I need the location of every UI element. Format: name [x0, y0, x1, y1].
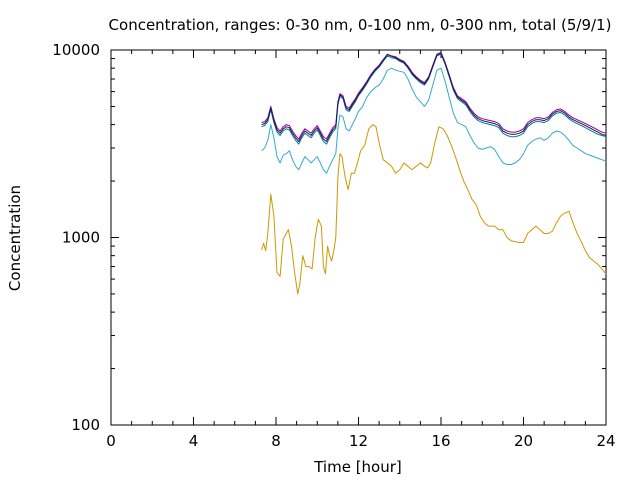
series-line-4: [261, 52, 607, 142]
series-layer: [261, 52, 607, 295]
plot-frame: [110, 49, 607, 426]
x-axis-label: Time [hour]: [313, 458, 402, 476]
y-tick-label: 1000: [62, 229, 100, 247]
y-axis-label: Concentration: [6, 185, 24, 291]
series-line-0: [261, 124, 607, 295]
series-line-2: [261, 53, 607, 145]
plot-border: [110, 49, 607, 426]
x-tick-label: 24: [596, 432, 615, 450]
x-tick-labels: 0 4 8 12 16 20 24: [106, 432, 615, 450]
x-tick-label: 20: [514, 432, 533, 450]
series-line-1: [261, 67, 607, 174]
y-tick-labels: 100 1000 10000: [52, 41, 100, 434]
x-tick-label: 16: [431, 432, 450, 450]
axis-ticks: [110, 49, 607, 426]
series-line-3: [261, 52, 607, 140]
y-tick-label: 10000: [52, 41, 100, 59]
chart-title: Concentration, ranges: 0-30 nm, 0-100 nm…: [109, 16, 612, 34]
y-tick-label: 100: [71, 416, 100, 434]
x-tick-label: 0: [106, 432, 116, 450]
x-tick-label: 8: [271, 432, 281, 450]
x-tick-label: 12: [349, 432, 368, 450]
x-tick-label: 4: [189, 432, 199, 450]
